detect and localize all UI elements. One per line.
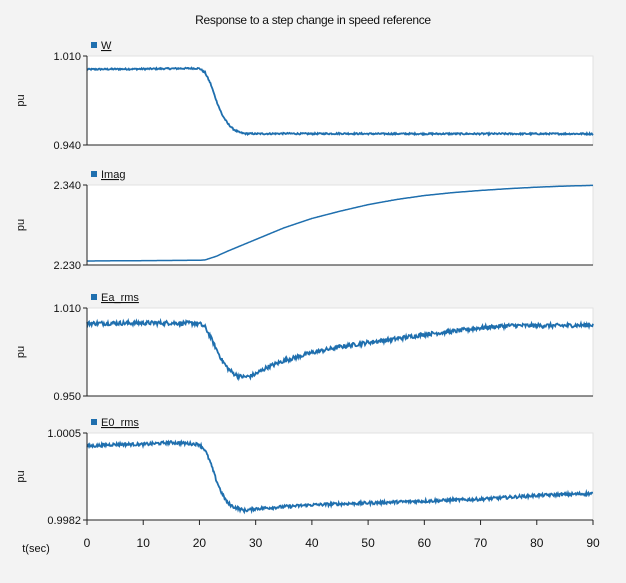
series-line	[86, 439, 594, 515]
y-axis-label: pu	[15, 470, 27, 482]
series-line	[86, 317, 594, 382]
y-tick-label-top: 1.010	[53, 303, 81, 315]
legend-marker	[91, 294, 97, 300]
x-tick-label: 10	[137, 536, 151, 550]
legend-marker	[91, 419, 97, 425]
series-line	[87, 184, 593, 262]
y-axis-label: pu	[15, 94, 27, 106]
y-axis-label: pu	[15, 219, 27, 231]
panel-2: 2.340 2.230 pu Imag	[15, 169, 594, 272]
x-tick-label: 30	[249, 536, 263, 550]
legend-label: Imag	[101, 169, 125, 181]
legend-marker	[91, 42, 97, 48]
x-tick-label: 90	[586, 536, 600, 550]
plot-area	[86, 55, 594, 146]
panel-3: 1.010 0.950 pu Ea_rms	[15, 292, 594, 403]
x-tick-label: 50	[361, 536, 375, 550]
x-tick-label: 20	[193, 536, 207, 550]
series-line	[86, 66, 594, 137]
y-tick-label-top: 2.340	[53, 180, 81, 192]
y-tick-label-bottom: 0.9982	[47, 515, 81, 527]
y-tick-label-bottom: 0.950	[53, 391, 81, 403]
x-tick-label: 0	[84, 536, 91, 550]
plot-area	[86, 432, 594, 521]
legend-label: Ea_rms	[101, 292, 139, 304]
panel-1: 1.010 0.940 pu W	[15, 40, 594, 152]
plot-area	[86, 307, 594, 397]
y-tick-label-top: 1.0005	[47, 428, 81, 440]
panel-4: 1.0005 0.9982 pu E0_rms	[15, 417, 594, 527]
legend-label: E0_rms	[101, 417, 139, 429]
y-tick-label-bottom: 2.230	[53, 260, 81, 272]
x-axis-label: t(sec)	[22, 543, 50, 555]
y-axis-label: pu	[15, 346, 27, 358]
legend-label: W	[101, 40, 112, 52]
x-tick-label: 60	[418, 536, 432, 550]
x-tick-label: 40	[305, 536, 319, 550]
x-tick-label: 80	[530, 536, 544, 550]
x-tick-label: 70	[474, 536, 488, 550]
y-tick-label-top: 1.010	[53, 51, 81, 63]
y-tick-label-bottom: 0.940	[53, 140, 81, 152]
legend-marker	[91, 171, 97, 177]
x-axis: 0 10 20 30 40 50 60 70 80 90 t(sec)	[22, 520, 600, 555]
plot-area	[86, 184, 594, 266]
chart-title: Response to a step change in speed refer…	[195, 13, 431, 27]
